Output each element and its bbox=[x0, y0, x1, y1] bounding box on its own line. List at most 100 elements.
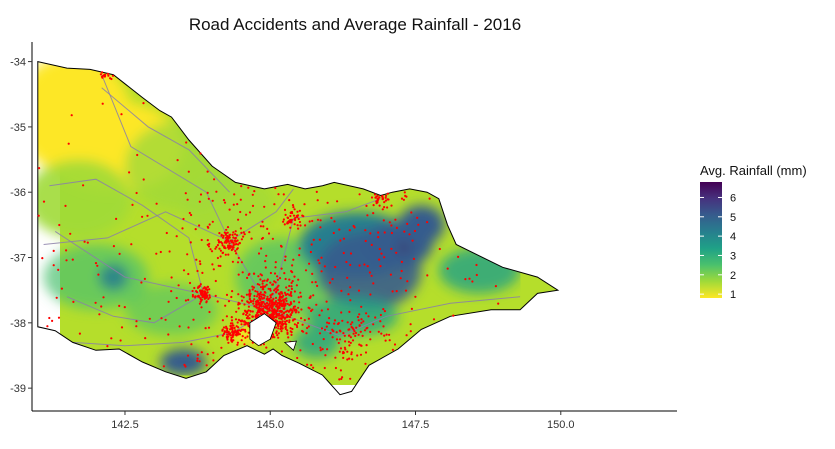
accident-point bbox=[335, 338, 339, 341]
accident-point bbox=[234, 240, 237, 243]
accident-point bbox=[142, 102, 145, 105]
accident-point bbox=[264, 285, 267, 288]
accident-point bbox=[289, 292, 292, 295]
accident-point bbox=[199, 193, 203, 196]
accident-point bbox=[223, 330, 226, 333]
port-phillip-bay bbox=[249, 313, 277, 347]
accident-point bbox=[332, 231, 335, 235]
raster-blob bbox=[43, 244, 149, 310]
accident-point bbox=[285, 319, 288, 322]
accident-point bbox=[221, 236, 225, 239]
accident-point bbox=[342, 237, 346, 240]
accident-point bbox=[146, 214, 149, 217]
accident-point bbox=[245, 313, 248, 316]
accident-point bbox=[287, 289, 290, 292]
accident-point bbox=[178, 325, 181, 328]
accident-point bbox=[278, 317, 281, 320]
accident-point bbox=[293, 223, 296, 226]
accident-point bbox=[230, 248, 233, 252]
accident-point bbox=[323, 265, 326, 268]
y-tick-label: -37 bbox=[10, 253, 26, 265]
accident-point bbox=[206, 291, 209, 294]
accident-point bbox=[227, 300, 231, 303]
accident-point bbox=[265, 311, 268, 314]
accident-point bbox=[249, 310, 252, 313]
accident-point bbox=[206, 285, 210, 288]
accident-point bbox=[259, 286, 263, 289]
accident-point bbox=[383, 206, 386, 209]
accident-point bbox=[226, 231, 229, 234]
accident-point bbox=[226, 329, 229, 332]
accident-point bbox=[231, 335, 234, 338]
accident-point bbox=[275, 315, 278, 318]
accident-point bbox=[199, 300, 202, 303]
accident-point bbox=[291, 319, 295, 322]
accident-point bbox=[328, 281, 332, 284]
accident-point bbox=[229, 325, 232, 328]
accident-point bbox=[351, 321, 354, 324]
accident-point bbox=[339, 239, 342, 242]
accident-point bbox=[284, 259, 287, 262]
accident-point bbox=[196, 359, 199, 362]
accident-point bbox=[182, 269, 186, 272]
raster-blob bbox=[183, 172, 277, 238]
accident-point bbox=[57, 268, 60, 271]
accident-point bbox=[168, 250, 171, 253]
accident-point bbox=[195, 258, 198, 261]
accident-point bbox=[342, 332, 345, 335]
accident-point bbox=[346, 276, 349, 279]
accident-point bbox=[350, 351, 353, 354]
accident-point bbox=[274, 261, 277, 264]
accident-point bbox=[211, 199, 214, 202]
accident-point bbox=[258, 294, 261, 298]
accident-point bbox=[235, 310, 238, 313]
accident-point bbox=[277, 332, 280, 335]
accident-point bbox=[135, 320, 138, 323]
accident-point bbox=[240, 323, 243, 326]
accident-point bbox=[253, 190, 256, 193]
accident-point bbox=[120, 113, 123, 116]
accident-point bbox=[140, 281, 143, 284]
legend-colorbar bbox=[700, 182, 722, 298]
accident-point bbox=[242, 296, 245, 299]
accident-point bbox=[252, 286, 256, 289]
accident-point bbox=[280, 330, 283, 333]
accident-point bbox=[279, 291, 282, 294]
accident-point bbox=[364, 351, 368, 354]
accident-point bbox=[257, 252, 261, 255]
accident-point bbox=[176, 159, 179, 162]
accident-point bbox=[222, 332, 226, 335]
accident-point bbox=[234, 249, 237, 253]
accident-point bbox=[342, 356, 345, 359]
accident-point bbox=[299, 295, 303, 298]
accident-point bbox=[148, 317, 151, 320]
accident-point bbox=[177, 284, 180, 287]
accident-point bbox=[276, 305, 279, 309]
accident-point bbox=[297, 311, 300, 314]
accident-point bbox=[237, 273, 240, 276]
accident-point bbox=[416, 216, 419, 219]
accident-point bbox=[347, 293, 350, 296]
accident-point bbox=[283, 307, 286, 310]
accident-point bbox=[143, 277, 146, 280]
accident-point bbox=[311, 272, 314, 275]
accident-point bbox=[409, 323, 412, 326]
accident-point bbox=[192, 318, 195, 321]
accident-point bbox=[218, 247, 221, 250]
accident-point bbox=[141, 215, 144, 218]
accident-point bbox=[248, 272, 251, 275]
accident-point bbox=[400, 269, 403, 273]
accident-point bbox=[319, 349, 322, 352]
accident-point bbox=[284, 320, 287, 323]
accident-point bbox=[239, 227, 242, 230]
accident-point bbox=[348, 334, 351, 337]
accident-point bbox=[224, 253, 227, 256]
accident-point bbox=[357, 289, 361, 292]
accident-point bbox=[289, 211, 292, 214]
y-axis: -34 -35 -36 -37 -38 -39 bbox=[10, 42, 33, 411]
accident-point bbox=[205, 364, 208, 367]
accident-point bbox=[214, 247, 217, 250]
accident-point bbox=[288, 303, 291, 306]
accident-point bbox=[318, 262, 321, 265]
